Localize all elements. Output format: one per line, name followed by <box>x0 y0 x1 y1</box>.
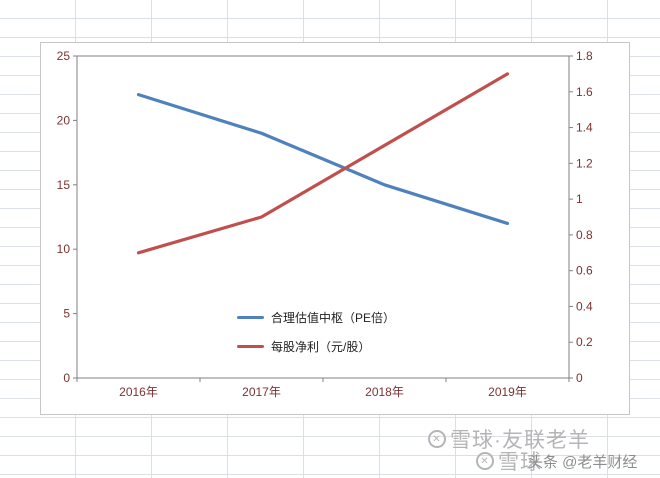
series-line <box>136 93 510 226</box>
left-axis-tick-label: 20 <box>57 113 71 127</box>
circle-x-icon <box>476 452 494 470</box>
watermark: 雪球· <box>476 446 550 476</box>
x-axis-tick-label: 2017年 <box>242 385 281 399</box>
watermark: 雪球·友联老羊 <box>428 424 590 454</box>
right-axis-tick-label: 0 <box>576 371 583 385</box>
legend-label: 每股净利（元/股） <box>271 339 371 354</box>
right-axis-tick-label: 1.2 <box>576 156 593 170</box>
chart-legend: 合理估值中枢（PE倍） 每股净利（元/股） <box>237 309 395 367</box>
legend-line-swatch <box>237 344 264 348</box>
line-chart-svg: 0 5 10 15 20 25 0 0.2 0.4 0.6 0.8 1 1.2 1.4 1.6 1.8 2016… <box>57 49 593 399</box>
legend-item: 每股净利（元/股） <box>237 338 395 354</box>
legend-item: 合理估值中枢（PE倍） <box>237 309 395 325</box>
right-axis-tick-label: 0.8 <box>576 228 593 242</box>
right-axis-tick-label: 1.8 <box>576 49 593 63</box>
watermark-text: 雪球· <box>498 451 550 474</box>
legend-line-swatch <box>237 315 264 319</box>
x-axis-tick-label: 2019年 <box>488 385 527 399</box>
left-axis-tick-label: 25 <box>57 49 71 63</box>
left-axis-tick-label: 5 <box>63 307 70 321</box>
circle-x-icon <box>428 430 446 448</box>
embedded-line-chart[interactable]: 0 5 10 15 20 25 0 0.2 0.4 0.6 0.8 1 1.2 1.4 1.6 1.8 2016… <box>40 42 630 415</box>
left-axis-tick-label: 15 <box>57 178 71 192</box>
right-axis-tick-label: 1.6 <box>576 85 593 99</box>
left-axis-tick-label: 10 <box>57 242 71 256</box>
watermark-text: 雪球·友联老羊 <box>450 429 590 452</box>
right-axis-tick-label: 0.6 <box>576 264 593 278</box>
x-axis-tick-label: 2018年 <box>365 385 404 399</box>
left-axis-tick-label: 0 <box>63 371 70 385</box>
right-axis-tick-label: 1.4 <box>576 121 593 135</box>
right-axis-tick-label: 0.2 <box>576 335 593 349</box>
legend-label: 合理估值中枢（PE倍） <box>271 310 396 325</box>
right-axis-tick-label: 0.4 <box>576 299 593 313</box>
right-axis-tick-label: 1 <box>576 192 583 206</box>
series-line <box>136 72 510 255</box>
author-credit: 头条 @老羊财经 <box>528 454 638 471</box>
x-axis-tick-label: 2016年 <box>119 385 158 399</box>
